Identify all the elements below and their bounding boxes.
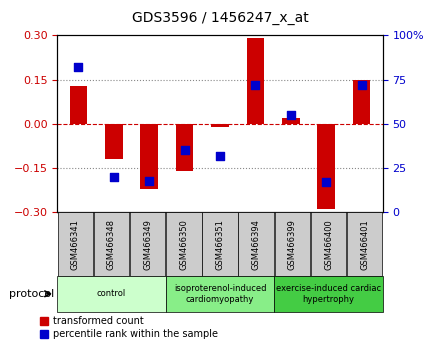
- Point: [110, 174, 117, 180]
- Text: control: control: [97, 289, 126, 298]
- Bar: [238, 212, 274, 276]
- Text: GSM466394: GSM466394: [252, 219, 260, 270]
- Point: [323, 179, 330, 185]
- Bar: [140, 124, 158, 189]
- Bar: [166, 212, 202, 276]
- Text: GSM466351: GSM466351: [216, 219, 224, 270]
- Bar: [311, 212, 346, 276]
- Text: GSM466399: GSM466399: [288, 219, 297, 270]
- Text: GSM466341: GSM466341: [71, 219, 80, 270]
- Text: isoproterenol-induced
cardiomyopathy: isoproterenol-induced cardiomyopathy: [174, 284, 266, 303]
- Bar: [176, 124, 194, 171]
- Text: GDS3596 / 1456247_x_at: GDS3596 / 1456247_x_at: [132, 11, 308, 25]
- Bar: [166, 276, 274, 312]
- Text: GSM466401: GSM466401: [360, 219, 369, 270]
- Point: [216, 153, 224, 159]
- Text: GSM466350: GSM466350: [180, 219, 188, 270]
- Bar: [57, 276, 166, 312]
- Point: [287, 112, 294, 118]
- Bar: [105, 124, 123, 159]
- Bar: [274, 276, 383, 312]
- Text: exercise-induced cardiac
hypertrophy: exercise-induced cardiac hypertrophy: [276, 284, 381, 303]
- Bar: [353, 80, 370, 124]
- Text: GSM466348: GSM466348: [107, 219, 116, 270]
- Bar: [347, 212, 382, 276]
- Bar: [275, 212, 310, 276]
- Bar: [58, 212, 93, 276]
- Bar: [202, 212, 238, 276]
- Bar: [211, 124, 229, 127]
- Bar: [70, 86, 87, 124]
- Point: [252, 82, 259, 88]
- Bar: [282, 118, 300, 124]
- Point: [181, 148, 188, 153]
- Point: [146, 178, 153, 183]
- Text: protocol: protocol: [9, 289, 54, 299]
- Bar: [130, 212, 165, 276]
- Point: [75, 64, 82, 70]
- Point: [358, 82, 365, 88]
- Bar: [246, 38, 264, 124]
- Bar: [317, 124, 335, 210]
- Legend: transformed count, percentile rank within the sample: transformed count, percentile rank withi…: [40, 316, 218, 339]
- Bar: [94, 212, 129, 276]
- Text: GSM466400: GSM466400: [324, 219, 333, 270]
- Text: GSM466349: GSM466349: [143, 219, 152, 270]
